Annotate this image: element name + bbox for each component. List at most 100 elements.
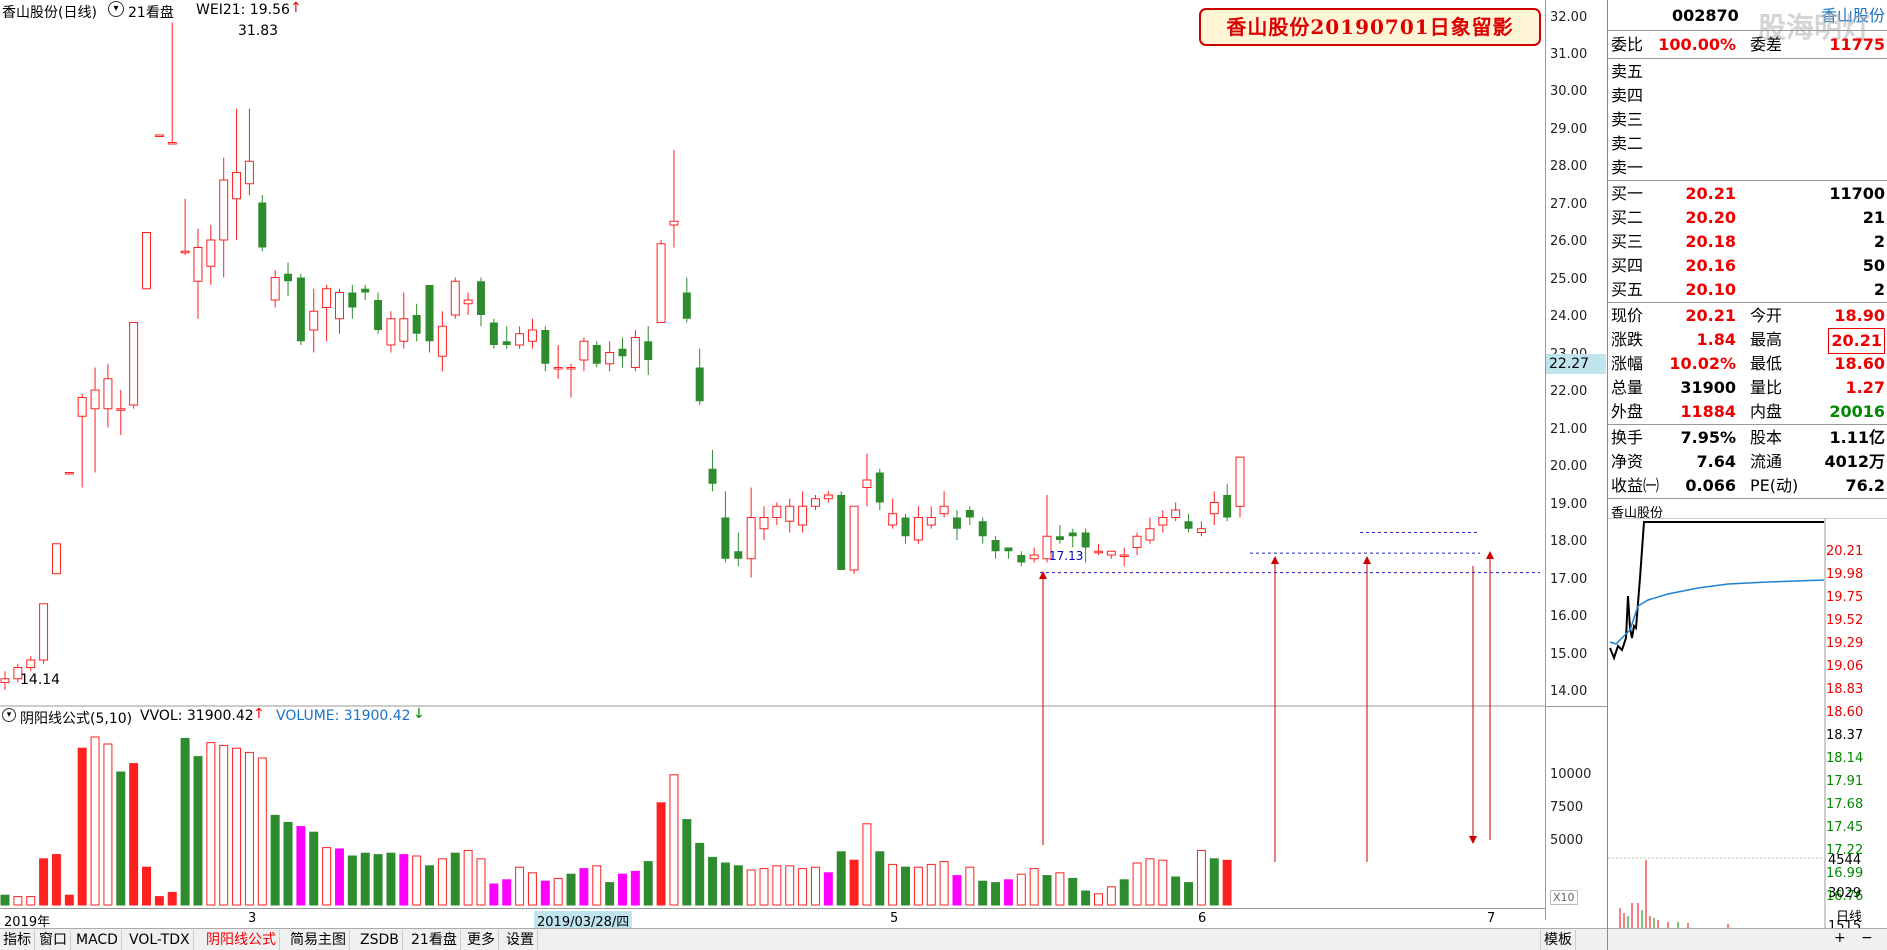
toolbar-template[interactable]: 模板: [1540, 930, 1576, 950]
volume-bar: [244, 751, 254, 906]
volume-bar: [1055, 872, 1065, 906]
volume-bar: [682, 819, 692, 906]
candle-body: [553, 367, 563, 370]
mini-axis-tick: 19.29: [1826, 636, 1864, 651]
plus-icon[interactable]: +: [1834, 930, 1846, 946]
timeframe-label[interactable]: 日线: [1836, 910, 1863, 925]
candle: [721, 491, 730, 563]
candle: [810, 495, 820, 510]
volume-bar: [476, 858, 486, 906]
candle: [553, 345, 563, 379]
toolbar-settings[interactable]: 设置: [503, 930, 538, 950]
candle: [270, 270, 280, 308]
candle-body: [193, 247, 203, 282]
volume-bar: [1145, 858, 1155, 906]
toolbar-window[interactable]: 窗口: [36, 930, 71, 950]
volume-bar: [965, 866, 975, 906]
candle-body: [875, 472, 884, 503]
price-tick: 19.00: [1550, 497, 1588, 512]
volume-bar: [708, 856, 718, 906]
candle: [1158, 510, 1168, 533]
toolbar-indicator[interactable]: 指标: [0, 930, 35, 950]
candle-body: [644, 341, 653, 360]
volume-formula[interactable]: 阴阳线公式(5,10): [20, 711, 133, 727]
stat-value: 7.64: [1696, 452, 1736, 471]
buy-volume: 2: [1873, 280, 1885, 299]
price-tick: 20.00: [1550, 459, 1588, 474]
candle: [450, 277, 460, 319]
candle: [682, 277, 691, 323]
mini-axis-tick: 17.45: [1826, 820, 1864, 835]
candle: [1081, 528, 1090, 563]
sell-label: 卖一: [1611, 158, 1644, 177]
buy-label: 买四: [1611, 256, 1644, 275]
candle-body: [116, 408, 126, 411]
intraday-chart[interactable]: [1608, 518, 1887, 928]
stat-value: 76.2: [1845, 476, 1885, 495]
toolbar-simple-main[interactable]: 简易主图: [287, 930, 350, 950]
volume-bar: [0, 894, 10, 906]
candle-body: [978, 521, 987, 537]
candle: [888, 498, 898, 529]
chevron-down-icon[interactable]: ▾: [2, 708, 16, 722]
volume-tick: 10000: [1550, 767, 1592, 782]
price-tick: 31.00: [1550, 47, 1588, 62]
candle-body: [1196, 528, 1206, 533]
toolbar-zsdb[interactable]: ZSDB: [357, 930, 403, 950]
buy-label: 买一: [1611, 184, 1644, 203]
date-label: 6: [1198, 911, 1207, 926]
price-tick: 25.00: [1550, 272, 1588, 287]
chevron-down-icon[interactable]: ▾: [108, 1, 124, 17]
candle: [939, 491, 949, 518]
candle-body: [1145, 528, 1155, 541]
candle: [644, 326, 653, 375]
mini-axis-tick: 17.91: [1826, 774, 1864, 789]
toolbar-21kanpan[interactable]: 21看盘: [408, 930, 461, 950]
volume-multiplier[interactable]: X10: [1550, 890, 1578, 905]
stat-value: 31900: [1680, 378, 1736, 397]
toolbar-macd[interactable]: MACD: [73, 930, 122, 950]
volume-bar: [450, 852, 460, 906]
candle: [1223, 483, 1232, 522]
tab-21kanpan[interactable]: 21看盘: [128, 5, 174, 21]
volume-bar: [64, 894, 74, 906]
toolbar-more[interactable]: 更多: [464, 930, 499, 950]
toolbar-yinyang-formula[interactable]: 阴阳线公式: [203, 930, 280, 950]
candle-body: [1209, 502, 1219, 515]
candle-body: [1017, 555, 1026, 563]
volume-bar: [785, 865, 795, 906]
candle-body: [348, 292, 357, 308]
candle: [103, 363, 113, 428]
buy-price: 20.21: [1685, 184, 1736, 203]
candle-body: [1042, 535, 1052, 560]
buy-price: 20.20: [1685, 208, 1736, 227]
price-tick: 26.00: [1550, 234, 1588, 249]
candle-body: [167, 142, 177, 145]
stock-title[interactable]: 香山股份(日线): [2, 5, 97, 21]
volume-bar: [1094, 893, 1103, 906]
price-axis: 32.00 31.00 30.00 29.00 28.00 27.00 26.0…: [1545, 0, 1608, 920]
toolbar-vol-tdx[interactable]: VOL-TDX: [126, 930, 194, 950]
volume-bar: [939, 861, 949, 906]
kline-chart[interactable]: [0, 0, 1600, 950]
volume-bar: [39, 858, 49, 906]
candle: [630, 330, 640, 372]
candle-body: [579, 340, 589, 361]
volume-bar: [103, 743, 113, 906]
candle: [244, 108, 254, 195]
candle-body: [258, 202, 267, 248]
candle: [1106, 550, 1116, 559]
stat-value: 1.27: [1845, 378, 1885, 397]
candle-body: [1158, 517, 1168, 526]
volume-bar: [90, 736, 100, 906]
candle: [541, 326, 550, 372]
minus-icon[interactable]: −: [1861, 930, 1873, 946]
candle-body: [965, 510, 974, 518]
volume-bar: [399, 854, 409, 906]
candle-body: [1004, 547, 1013, 552]
candle: [1171, 502, 1181, 522]
volume-bar: [154, 896, 164, 906]
stat-label: 涨幅: [1611, 354, 1644, 373]
sell-label: 卖三: [1611, 110, 1644, 129]
volume-bar: [746, 869, 756, 906]
